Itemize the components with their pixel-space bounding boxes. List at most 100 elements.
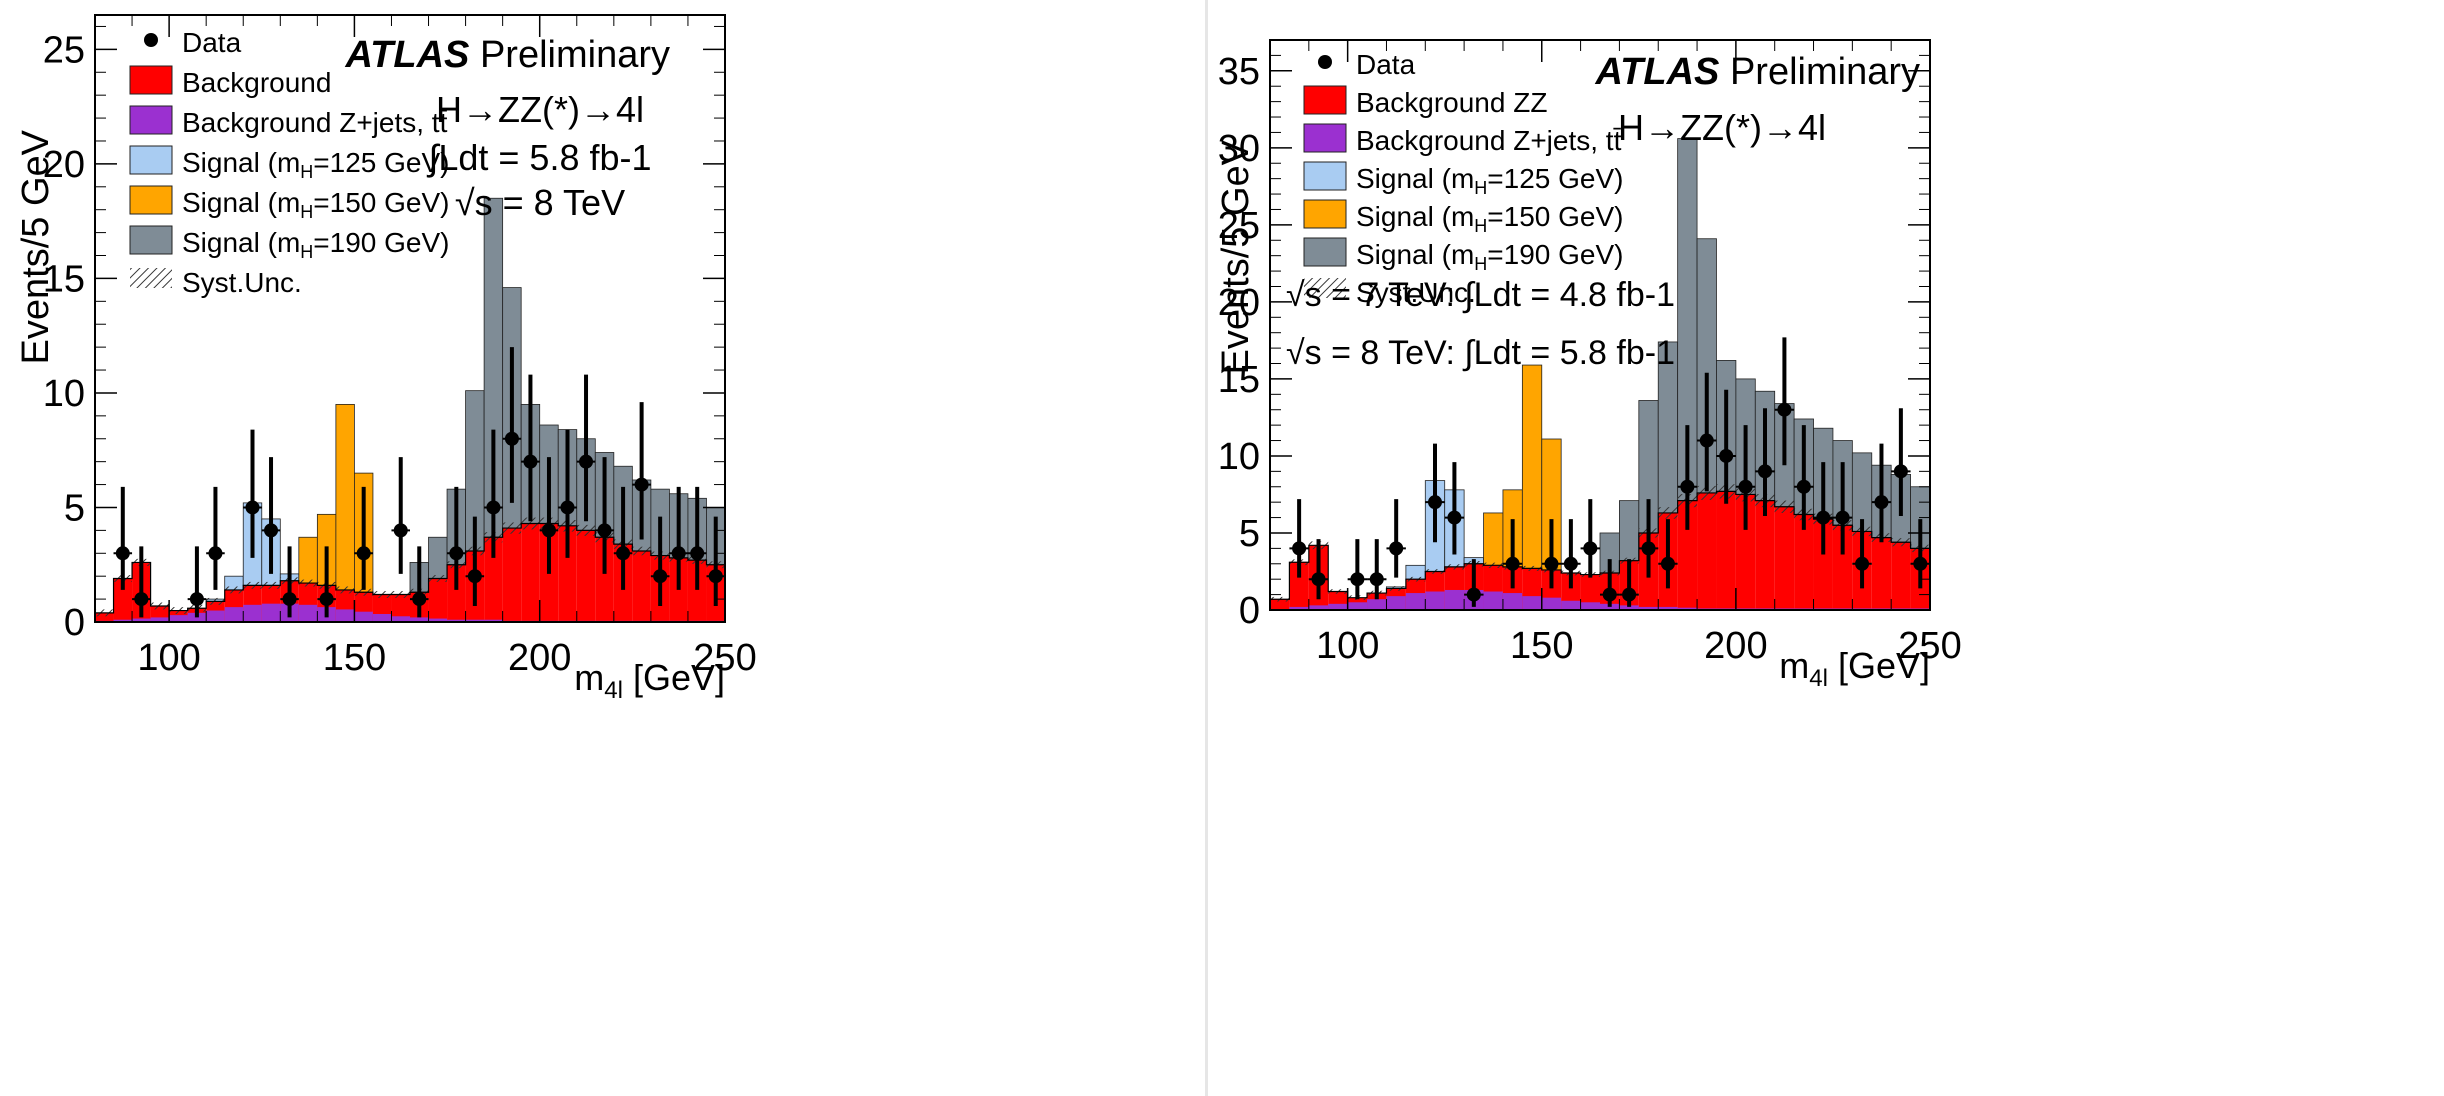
data-marker [486,500,501,515]
bar-background-zjets [335,609,355,622]
legend-syst-swatch [130,268,172,288]
data-marker [1641,541,1656,556]
data-marker [412,592,427,607]
legend-swatch [1303,199,1347,229]
legend-label-text: Signal (m [1356,239,1474,270]
y-tick-label: 15 [1218,359,1260,401]
bar-background-zjets [1619,605,1639,610]
data-point [243,429,262,558]
title-atlas: ATLAS [345,34,470,76]
data-point [539,457,559,574]
bar-background [595,537,614,622]
bar-background [1871,537,1892,610]
data-marker [1855,556,1870,571]
data-point [1289,499,1309,578]
bar-background-zjets [1561,600,1581,610]
y-tick-label: 15 [43,258,85,300]
bar-signal_150 [1483,512,1504,566]
data-point [132,546,151,618]
bar-signal_150 [298,536,318,584]
data-point [1541,519,1562,589]
data-marker [1835,510,1850,525]
plot-frame [94,14,726,623]
annotation: H→ZZ(*)→4l [436,89,644,130]
data-marker [449,546,464,561]
bar-background-zjets [1405,593,1426,610]
data-marker [616,546,631,561]
data-point [1658,519,1678,589]
data-marker [1369,572,1384,587]
data-marker [1447,510,1462,525]
bar-background [428,578,448,622]
data-marker [282,592,297,607]
bar-background [391,594,410,622]
x-tick-label: 250 [693,637,756,679]
data-marker [1563,556,1578,571]
data-marker [523,454,538,469]
data-marker [1466,587,1481,602]
x-axis-label-unit: [GeV] [1828,645,1930,686]
data-point [484,429,503,558]
legend: Data Background Background Z+jets, tt̄ Sign… [129,27,449,298]
title-preliminary: Preliminary [1719,51,1920,93]
plot-area [1270,138,1930,610]
legend-item: Background [129,65,331,98]
bar-background [1813,519,1833,610]
bar-signal_190 [1619,500,1640,562]
legend: Data Background ZZ Background Z+jets, tt̄ S… [1303,49,1623,308]
legend-label-sub: H [1474,178,1487,198]
data-point [1600,559,1620,607]
bar-background-zjets [447,619,466,622]
bar-background-zjets [261,603,281,622]
data-point [187,546,207,618]
legend-item: Background ZZ [1303,85,1547,118]
legend-label: Syst.Unc. [182,267,302,298]
bar-background [95,612,114,622]
data-point [1774,337,1795,466]
legend-label: Background [182,67,331,98]
plot-frame [1269,39,1931,611]
legend-swatch [129,225,173,255]
x-tick-label: 100 [1316,625,1379,667]
data-point [576,374,596,522]
bar-background-zjets [428,618,448,622]
data-marker [1622,587,1637,602]
data-marker [1505,556,1520,571]
bar-background-zjets [1502,593,1523,610]
legend-label-suffix: =150 GeV) [1487,201,1623,232]
bar-background-zjets [410,617,429,622]
y-axis-label: Events/5 GeV [1215,139,1257,374]
data-point [1580,499,1600,578]
data-point [1425,443,1445,543]
bar-signal_190 [428,536,448,579]
data-marker [1816,510,1831,525]
data-marker [134,592,149,607]
data-marker [1893,464,1908,479]
data-marker [1350,572,1365,587]
data-marker [1544,556,1559,571]
y-tick-label: 20 [1218,282,1260,324]
data-marker [1874,495,1889,510]
data-point [391,457,410,574]
data-point [1794,425,1814,530]
data-point [410,546,429,618]
legend-label-suffix: =125 GeV) [313,147,449,178]
x-axis-label-main: m [1779,645,1809,686]
legend-label-sub: H [1474,254,1487,274]
data-marker [579,454,594,469]
data-point [1347,539,1368,600]
legend-label: Background ZZ [1356,87,1547,118]
bar-background-zjets [150,617,170,622]
annotation: √s = 8 TeV: ∫Ldt = 5.8 fb-1 [1286,334,1675,372]
data-point [1852,519,1872,589]
data-point [465,516,485,606]
data-marker [356,546,371,561]
bar-background-zjets [243,604,262,622]
legend-label-suffix: =150 GeV) [313,187,449,218]
annotation: H→ZZ(*)→4l [1618,107,1826,148]
bar-background [1755,500,1775,610]
bar-background [502,528,522,622]
data-point [632,402,651,540]
data-marker [560,500,575,515]
data-point [650,516,670,606]
